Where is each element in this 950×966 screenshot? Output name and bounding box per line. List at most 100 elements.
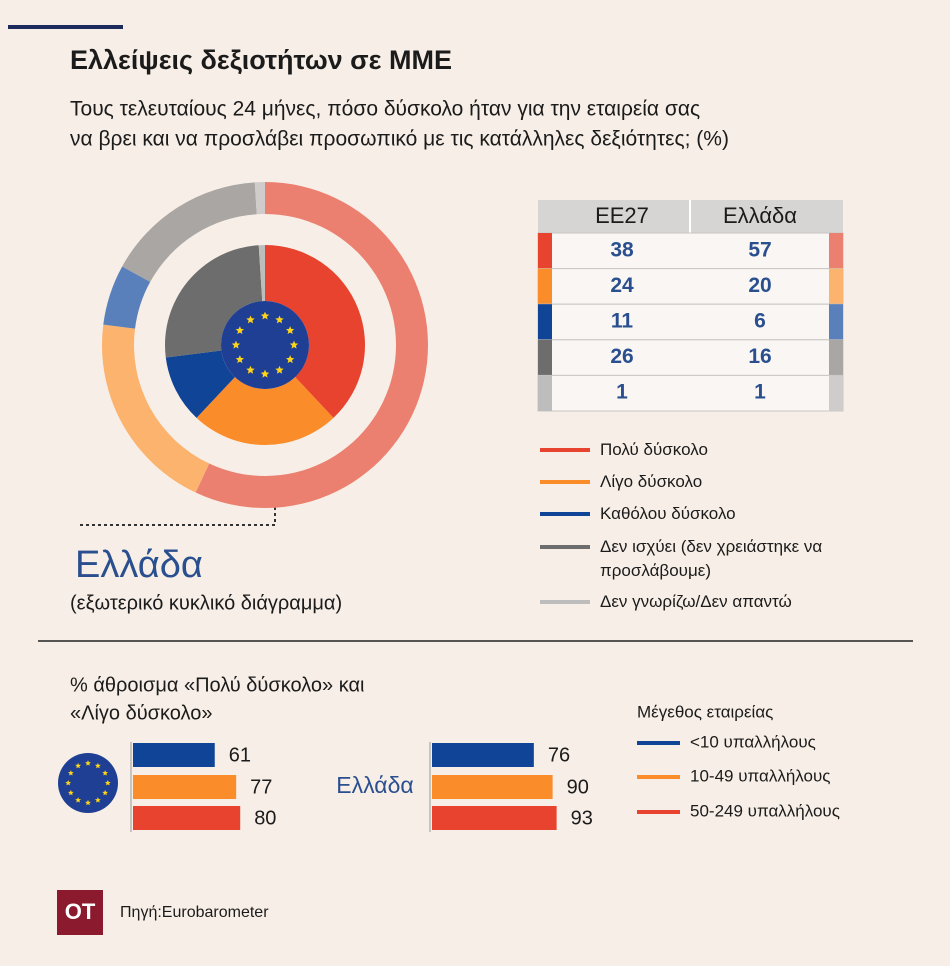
table-row (537, 268, 844, 305)
bar-value: 61 (229, 744, 251, 766)
outer-label: Ελλάδα (75, 544, 203, 586)
table-value: 24 (610, 274, 634, 297)
bar-value: 77 (250, 776, 272, 798)
table-value: 1 (754, 381, 766, 404)
table-strip (829, 268, 843, 305)
legend-label: Δεν ισχύει (δεν χρειάστηκε να προσλάβουμ… (600, 537, 823, 580)
outer-note: (εξωτερικό κυκλικό διάγραμμα) (70, 592, 342, 614)
donut-segment (258, 245, 265, 302)
donut-segment (165, 350, 235, 418)
legend-label: 50-249 υπαλλήλους (690, 801, 840, 820)
legend-item: Καθόλου δύσκολο (600, 504, 736, 523)
eu-star (275, 365, 284, 374)
bar-value: 90 (567, 776, 589, 798)
bar-value: 93 (571, 807, 593, 829)
eu-star (260, 369, 270, 378)
table-strip (829, 304, 843, 340)
bar-title: «Λίγο δύσκολο» (70, 702, 212, 724)
legend-label: Λίγο δύσκολο (600, 472, 703, 491)
legend-item: Δεν γνωρίζω/Δεν απαντώ (600, 592, 792, 611)
eu-star (235, 326, 244, 334)
legend-item: Πολύ δύσκολο (600, 440, 708, 459)
title: Ελλείψεις δεξιοτήτων σε ΜΜΕ (70, 45, 452, 75)
bar (133, 775, 237, 799)
table-row (537, 232, 844, 270)
table-row (537, 303, 844, 341)
eu-star (286, 355, 295, 364)
table-value: 57 (748, 238, 771, 261)
table-value: 16 (748, 345, 771, 368)
eu-star (260, 311, 270, 320)
bar-title: % άθροισμα «Πολύ δύσκολο» και (70, 674, 364, 696)
eu-star (95, 762, 101, 769)
table-value: 38 (610, 238, 634, 261)
top-rule (8, 25, 123, 29)
bar (432, 806, 557, 830)
table-row (537, 339, 844, 376)
donut-segment (196, 377, 334, 445)
eu-star (102, 770, 108, 776)
table-header-text: Ελλάδα (723, 203, 797, 228)
table-strip (538, 233, 552, 269)
eu-star (102, 789, 108, 796)
donut-segment (165, 245, 263, 358)
eu-star (95, 797, 101, 803)
table-row (537, 374, 844, 412)
eu-star (289, 340, 299, 349)
group-label: Ελλάδα (336, 772, 413, 798)
legend-label: Δεν γνωρίζω/Δεν απαντώ (600, 592, 792, 611)
table-strip (829, 339, 843, 376)
bar (432, 775, 553, 799)
legend-label: 10-49 υπαλλήλους (690, 766, 830, 785)
donut-segment (102, 324, 210, 493)
eu-star (231, 340, 241, 349)
eu-star (75, 762, 81, 769)
legend-label: Πολύ δύσκολο (600, 440, 708, 459)
bar (432, 743, 534, 767)
table-strip (538, 339, 552, 376)
donut-segment (195, 182, 428, 508)
table-value: 1 (616, 381, 628, 404)
bar-value: 80 (254, 807, 276, 829)
legend-item: Λίγο δύσκολο (600, 472, 703, 491)
table-strip (538, 268, 552, 305)
eu-star (68, 789, 74, 796)
logo-text: ΟΤ (65, 899, 96, 924)
table-strip (829, 375, 843, 411)
legend-label: <10 υπαλλήλους (690, 732, 816, 751)
subtitle: να βρει και να προσλάβει προσωπικό με τι… (70, 128, 729, 151)
eu-flag (58, 753, 118, 813)
eu-star (65, 780, 72, 786)
eu-star (235, 355, 244, 364)
table-strip (538, 304, 552, 340)
table-value: 11 (611, 310, 634, 333)
table-value: 20 (748, 274, 771, 297)
table-value: 26 (610, 345, 633, 368)
table-value: 6 (754, 310, 766, 333)
eu-star (275, 315, 284, 324)
eu-star (104, 780, 111, 786)
donut-segment (254, 182, 265, 215)
donut-segment (122, 182, 257, 282)
bar (133, 743, 215, 767)
eu-star (85, 760, 91, 766)
eu-star (246, 315, 255, 324)
logo (57, 890, 103, 935)
table-header-text: ΕΕ27 (595, 203, 649, 228)
table-strip (538, 375, 552, 411)
donut-segment (265, 245, 365, 418)
bar-value: 76 (548, 744, 570, 766)
legend-label: Καθόλου δύσκολο (600, 504, 736, 523)
legend-item: Δεν ισχύει (δεν χρειάστηκε να προσλάβουμ… (600, 537, 823, 580)
eu-flag (221, 301, 309, 389)
eu-star (68, 770, 74, 776)
subtitle: Τους τελευταίους 24 μήνες, πόσο δύσκολο … (70, 98, 700, 121)
table-strip (829, 233, 843, 269)
eu-star (286, 326, 295, 334)
bar (133, 806, 241, 830)
legend-title: Μέγεθος εταιρείας (637, 702, 773, 721)
eu-star (85, 799, 91, 806)
donut-segment (103, 266, 151, 329)
